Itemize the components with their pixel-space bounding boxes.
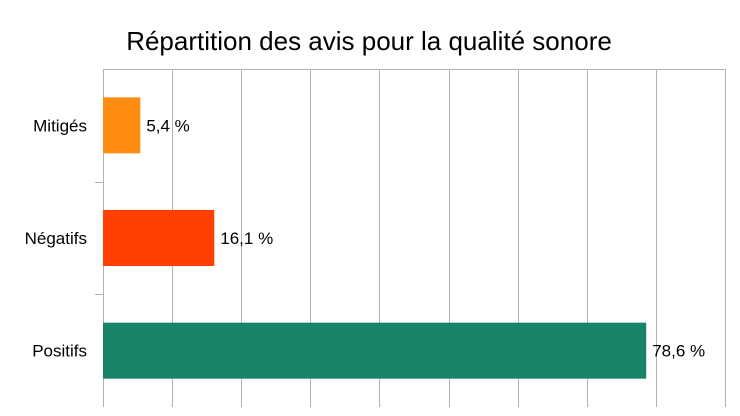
data-label: 16,1 % — [220, 229, 273, 248]
value-labels: 5,4 % 16,1 % 78,6 % — [146, 116, 705, 360]
category-label: Négatifs — [25, 229, 87, 248]
chart-title: Répartition des avis pour la qualité son… — [126, 26, 612, 56]
bar-2 — [103, 210, 215, 266]
chart-grid — [95, 69, 726, 407]
chart-bars — [103, 97, 647, 379]
data-label: 78,6 % — [652, 342, 705, 361]
category-label: Positifs — [32, 342, 87, 361]
category-label: Mitigés — [33, 116, 87, 135]
bar-1 — [103, 97, 141, 154]
bar-3 — [103, 322, 647, 379]
data-label: 5,4 % — [146, 116, 189, 135]
category-labels: Mitigés Négatifs Positifs — [25, 116, 87, 360]
